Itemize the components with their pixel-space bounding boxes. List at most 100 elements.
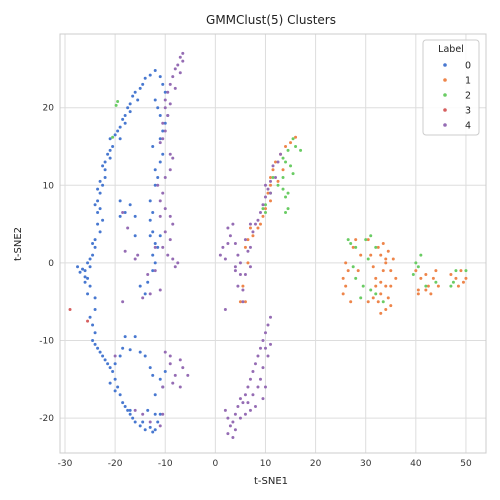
data-point — [231, 222, 235, 226]
data-point — [379, 292, 383, 296]
data-point — [91, 338, 95, 342]
data-point — [158, 160, 162, 164]
data-points — [68, 51, 468, 439]
data-point — [171, 222, 175, 226]
data-point — [246, 238, 250, 242]
data-point — [128, 348, 132, 352]
data-point — [153, 98, 157, 102]
data-point — [143, 354, 147, 358]
data-point — [173, 265, 177, 269]
data-point — [263, 207, 267, 211]
data-point — [389, 284, 393, 288]
data-point — [233, 428, 237, 432]
data-point — [429, 292, 433, 296]
data-point — [138, 350, 142, 354]
data-point — [171, 381, 175, 385]
data-point — [93, 238, 97, 242]
data-point — [161, 191, 165, 195]
data-point — [379, 311, 383, 315]
data-point — [434, 269, 438, 273]
data-point — [251, 230, 255, 234]
data-point — [86, 261, 90, 265]
data-point — [156, 183, 160, 187]
data-point — [158, 234, 162, 238]
data-point — [111, 145, 115, 149]
data-point — [181, 51, 185, 55]
data-point — [261, 366, 265, 370]
data-point — [131, 94, 135, 98]
data-point — [121, 117, 125, 121]
data-point — [381, 242, 385, 245]
data-point — [251, 393, 255, 397]
data-point — [126, 408, 130, 412]
data-point — [294, 135, 298, 139]
data-point — [236, 404, 240, 408]
data-point — [168, 362, 172, 366]
data-point — [123, 121, 127, 125]
data-point — [151, 230, 155, 234]
data-point — [233, 265, 237, 269]
data-point — [364, 238, 368, 242]
data-point — [178, 71, 182, 75]
data-point — [118, 137, 122, 141]
data-point — [113, 354, 117, 358]
data-point — [96, 199, 100, 203]
data-point — [286, 148, 290, 152]
data-point — [374, 284, 378, 288]
chart-title: GMMClust(5) Clusters — [206, 13, 336, 27]
data-point — [226, 416, 230, 420]
data-point — [161, 137, 165, 141]
data-point — [168, 82, 172, 86]
data-point — [381, 269, 385, 273]
data-point — [106, 362, 110, 366]
plot-frame — [59, 33, 487, 454]
data-point — [276, 179, 280, 183]
data-point — [341, 292, 345, 296]
data-point — [223, 257, 227, 261]
data-point — [118, 214, 122, 218]
data-point — [103, 168, 107, 172]
legend-marker — [443, 123, 447, 127]
data-point — [251, 370, 255, 374]
data-point — [356, 269, 360, 273]
data-point — [223, 307, 227, 311]
data-point — [274, 176, 278, 180]
data-point — [451, 280, 455, 284]
data-point — [133, 257, 137, 261]
data-point — [178, 385, 182, 389]
data-point — [91, 323, 95, 327]
data-point — [101, 354, 105, 358]
data-point — [128, 408, 132, 412]
data-point — [414, 261, 418, 265]
data-point — [461, 280, 465, 284]
y-tick-label: 10 — [43, 181, 55, 191]
data-point — [98, 350, 102, 354]
data-point — [371, 296, 375, 300]
data-point — [166, 90, 170, 94]
data-point — [153, 68, 157, 72]
data-point — [108, 148, 112, 152]
data-point — [148, 292, 152, 296]
data-point — [268, 176, 272, 180]
data-point — [256, 218, 260, 222]
data-point — [153, 393, 157, 397]
legend-marker — [443, 108, 447, 112]
data-point — [416, 288, 420, 292]
data-point — [113, 133, 117, 137]
x-tick-label: 40 — [410, 459, 422, 469]
data-point — [248, 245, 252, 249]
data-point — [266, 191, 270, 195]
data-point — [151, 210, 155, 214]
data-point — [379, 253, 383, 257]
data-point — [276, 160, 280, 164]
data-point — [133, 335, 137, 339]
data-point — [291, 172, 295, 176]
data-point — [153, 269, 157, 273]
data-point — [419, 276, 423, 280]
legend-label: 0 — [465, 61, 471, 72]
data-point — [161, 82, 165, 86]
data-point — [371, 265, 375, 269]
data-point — [384, 257, 388, 261]
data-point — [241, 288, 245, 292]
